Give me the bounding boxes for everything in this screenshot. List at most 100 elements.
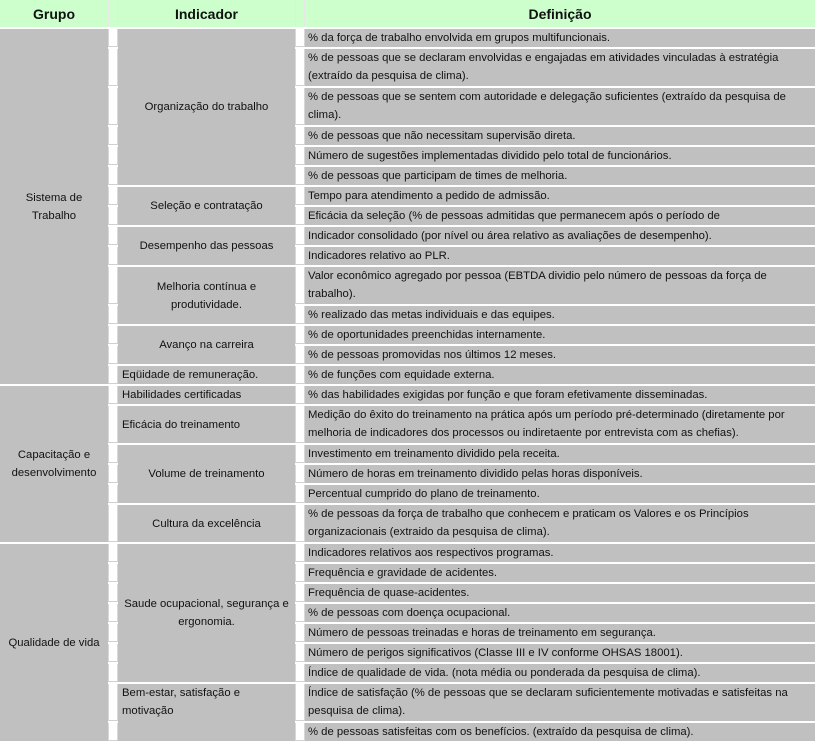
row-spacer <box>295 49 305 86</box>
definition-cell: % de funções com equidade externa. <box>305 366 815 384</box>
definition-cell: Indicadores relativo ao PLR. <box>305 247 815 265</box>
row-spacer <box>108 684 118 721</box>
definition-cell: Número de sugestões implementadas dividi… <box>305 147 815 165</box>
row-spacer <box>108 465 118 483</box>
row-spacer <box>108 127 118 145</box>
indicator-cell: Avanço na carreira <box>118 326 295 364</box>
row-spacer <box>108 187 118 205</box>
row-spacer <box>108 386 118 404</box>
definition-cell: % de pessoas da força de trabalho que co… <box>305 505 815 542</box>
indicator-cell: Seleção e contratação <box>118 187 295 225</box>
row-spacer <box>295 167 305 185</box>
row-spacer <box>295 485 305 503</box>
definition-cell: Percentual cumprido do plano de treiname… <box>305 485 815 503</box>
row-spacer <box>295 247 305 265</box>
indicator-cell: Desempenho das pessoas <box>118 227 295 265</box>
indicator-cell: Eficácia do treinamento <box>118 406 295 443</box>
row-spacer <box>108 88 118 125</box>
row-spacer <box>295 386 305 404</box>
row-spacer <box>295 445 305 463</box>
row-spacer <box>295 664 305 682</box>
definition-cell: Frequência e gravidade de acidentes. <box>305 564 815 582</box>
row-spacer <box>295 465 305 483</box>
definition-cell: Medição do êxito do treinamento na práti… <box>305 406 815 443</box>
row-spacer <box>108 346 118 364</box>
row-spacer <box>295 127 305 145</box>
row-spacer <box>108 584 118 602</box>
definition-cell: % realizado das metas individuais e das … <box>305 306 815 324</box>
row-spacer <box>295 267 305 304</box>
group-cell: Qualidade de vida <box>0 544 108 741</box>
definition-cell: Investimento em treinamento dividido pel… <box>305 445 815 463</box>
row-spacer <box>108 544 118 562</box>
row-spacer <box>108 406 118 443</box>
definition-cell: Número de pessoas treinadas e horas de t… <box>305 624 815 642</box>
definition-cell: % de pessoas que não necessitam supervis… <box>305 127 815 145</box>
row-spacer <box>295 684 305 721</box>
row-spacer <box>295 227 305 245</box>
row-spacer <box>108 366 118 384</box>
row-spacer <box>108 227 118 245</box>
definition-cell: % de oportunidades preenchidas intername… <box>305 326 815 344</box>
row-spacer <box>108 247 118 265</box>
row-spacer <box>108 445 118 463</box>
definition-cell: % de pessoas promovidas nos últimos 12 m… <box>305 346 815 364</box>
definition-cell: % de pessoas que se sentem com autoridad… <box>305 88 815 125</box>
definition-cell: % das habilidades exigidas por função e … <box>305 386 815 404</box>
row-spacer <box>295 505 305 542</box>
header-spacer <box>295 0 305 27</box>
definition-cell: Indicador consolidado (por nível ou área… <box>305 227 815 245</box>
definition-cell: Índice de qualidade de vida. (nota média… <box>305 664 815 682</box>
row-spacer <box>295 624 305 642</box>
indicator-cell: Bem-estar, satisfação e motivação <box>118 684 295 741</box>
definition-cell: Valor econômico agregado por pessoa (EBT… <box>305 267 815 304</box>
group-cell: Capacitação e desenvolvimento <box>0 386 108 542</box>
row-spacer <box>108 664 118 682</box>
definition-cell: Indicadores relativos aos respectivos pr… <box>305 544 815 562</box>
definition-cell: Número de perigos significativos (Classe… <box>305 644 815 662</box>
indicator-cell: Organização do trabalho <box>118 29 295 185</box>
indicator-cell: Saude ocupacional, segurança e ergonomia… <box>118 544 295 682</box>
row-spacer <box>108 564 118 582</box>
row-spacer <box>108 604 118 622</box>
row-spacer <box>295 406 305 443</box>
definition-cell: % de pessoas com doença ocupacional. <box>305 604 815 622</box>
definition-cell: Índice de satisfação (% de pessoas que s… <box>305 684 815 721</box>
header-definicao: Definição <box>305 0 815 27</box>
row-spacer <box>295 29 305 47</box>
definition-cell: % de pessoas que se declaram envolvidas … <box>305 49 815 86</box>
row-spacer <box>108 207 118 225</box>
group-cell: Sistema de Trabalho <box>0 29 108 384</box>
definition-cell: Número de horas em treinamento dividido … <box>305 465 815 483</box>
row-spacer <box>295 584 305 602</box>
indicator-cell: Volume de treinamento <box>118 445 295 503</box>
header-grupo: Grupo <box>0 0 108 27</box>
header-indicador: Indicador <box>118 0 295 27</box>
definition-cell: Tempo para atendimento a pedido de admis… <box>305 187 815 205</box>
row-spacer <box>295 207 305 225</box>
row-spacer <box>108 167 118 185</box>
row-spacer <box>108 326 118 344</box>
indicator-cell: Cultura da excelência <box>118 505 295 542</box>
row-spacer <box>108 505 118 542</box>
row-spacer <box>295 723 305 741</box>
header-spacer <box>108 0 118 27</box>
row-spacer <box>295 564 305 582</box>
row-spacer <box>108 485 118 503</box>
row-spacer <box>295 88 305 125</box>
row-spacer <box>295 604 305 622</box>
definition-cell: % de pessoas satisfeitas com os benefíci… <box>305 723 815 741</box>
definition-cell: % de pessoas que participam de times de … <box>305 167 815 185</box>
row-spacer <box>295 306 305 324</box>
row-spacer <box>295 544 305 562</box>
row-spacer <box>295 326 305 344</box>
definition-cell: Eficácia da seleção (% de pessoas admiti… <box>305 207 815 225</box>
row-spacer <box>108 723 118 741</box>
row-spacer <box>295 147 305 165</box>
definition-cell: Frequência de quase-acidentes. <box>305 584 815 602</box>
row-spacer <box>108 147 118 165</box>
row-spacer <box>108 624 118 642</box>
row-spacer <box>108 267 118 304</box>
row-spacer <box>295 644 305 662</box>
